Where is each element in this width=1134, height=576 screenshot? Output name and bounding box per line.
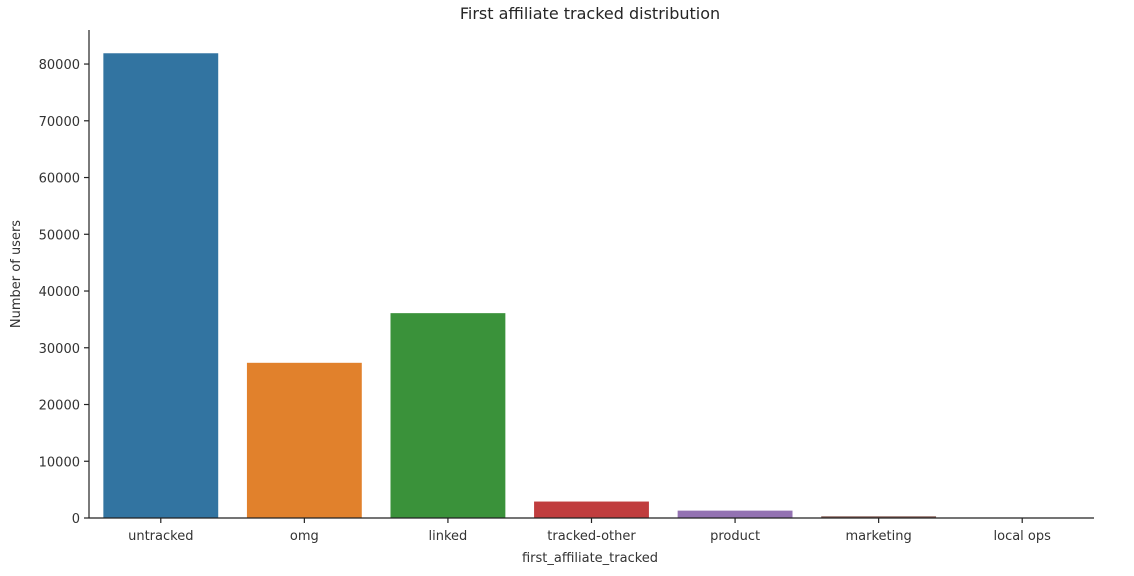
y-tick-label: 50000 bbox=[39, 228, 80, 243]
bar-linked bbox=[391, 313, 506, 518]
x-axis-ticks: untracked omg linked tracked-other product ma… bbox=[128, 518, 1051, 544]
x-tick-label: linked bbox=[429, 529, 468, 544]
x-tick-label: untracked bbox=[128, 529, 193, 544]
bar-product bbox=[678, 511, 793, 518]
x-tick-label: omg bbox=[290, 529, 319, 544]
bar-untracked bbox=[103, 53, 218, 518]
y-tick-label: 80000 bbox=[39, 58, 80, 73]
x-tick-label: product bbox=[710, 529, 760, 544]
bars-group bbox=[103, 53, 1079, 518]
bar-omg bbox=[247, 363, 362, 518]
y-axis-ticks: 0 10000 20000 30000 40000 50000 60000 70000 8000… bbox=[39, 58, 89, 527]
chart-title: First affiliate tracked distribution bbox=[460, 4, 720, 23]
y-tick-label: 60000 bbox=[39, 172, 80, 187]
bar-tracked-other bbox=[534, 502, 649, 518]
y-tick-label: 0 bbox=[72, 512, 80, 527]
y-tick-label: 20000 bbox=[39, 399, 80, 414]
x-tick-label: local ops bbox=[994, 529, 1052, 544]
y-tick-label: 30000 bbox=[39, 342, 80, 357]
x-tick-label: marketing bbox=[846, 529, 912, 544]
y-axis-label: Number of users bbox=[9, 220, 24, 328]
y-tick-label: 40000 bbox=[39, 285, 80, 300]
y-tick-label: 10000 bbox=[39, 455, 80, 470]
y-tick-label: 70000 bbox=[39, 115, 80, 130]
x-tick-label: tracked-other bbox=[547, 529, 636, 544]
x-axis-label: first_affiliate_tracked bbox=[522, 551, 658, 566]
